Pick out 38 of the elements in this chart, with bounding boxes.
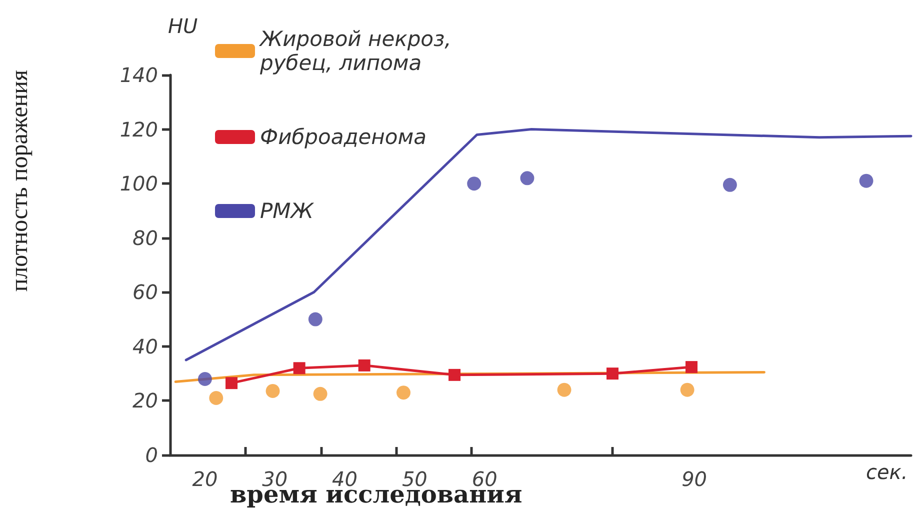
- point: [606, 368, 619, 380]
- point: [520, 171, 534, 186]
- line-series: [184, 128, 912, 362]
- legend-label: Жировой некроз, рубец, липома: [258, 27, 452, 75]
- x-tick-label: 20: [192, 467, 218, 491]
- point: [266, 384, 280, 398]
- legend-label: РМЖ: [260, 199, 315, 223]
- point: [198, 372, 212, 386]
- y-tick-label: 80: [132, 226, 158, 250]
- point: [313, 386, 328, 401]
- x-tick-label: 50: [402, 467, 428, 491]
- y-tick-label: 60: [132, 280, 158, 304]
- text: сек.: [866, 460, 908, 484]
- point: [448, 368, 461, 381]
- point: [293, 362, 306, 374]
- point: [685, 361, 698, 374]
- x-tick-label: 40: [332, 467, 358, 491]
- y-tick-label: 0: [145, 443, 158, 467]
- x-tick-label: 60: [472, 467, 498, 491]
- y-tick-label: 100: [120, 172, 158, 196]
- point: [722, 178, 737, 192]
- y-tick-label: 40: [132, 334, 158, 358]
- point: [859, 174, 874, 188]
- point: [396, 386, 410, 400]
- y-tick-label: 140: [120, 63, 158, 87]
- point: [358, 359, 370, 372]
- point: [557, 382, 572, 397]
- y-tick-label: 120: [120, 117, 158, 142]
- point: [680, 382, 694, 397]
- point: [467, 176, 482, 191]
- x-tick-label: 90: [682, 467, 708, 491]
- point: [209, 391, 224, 405]
- text: HU: [168, 14, 198, 38]
- legend-label: Фиброаденома: [260, 125, 426, 149]
- point: [226, 377, 238, 390]
- point: [308, 312, 322, 326]
- y-axis-title: плотность поражения: [7, 70, 33, 292]
- y-tick-label: 20: [132, 388, 158, 413]
